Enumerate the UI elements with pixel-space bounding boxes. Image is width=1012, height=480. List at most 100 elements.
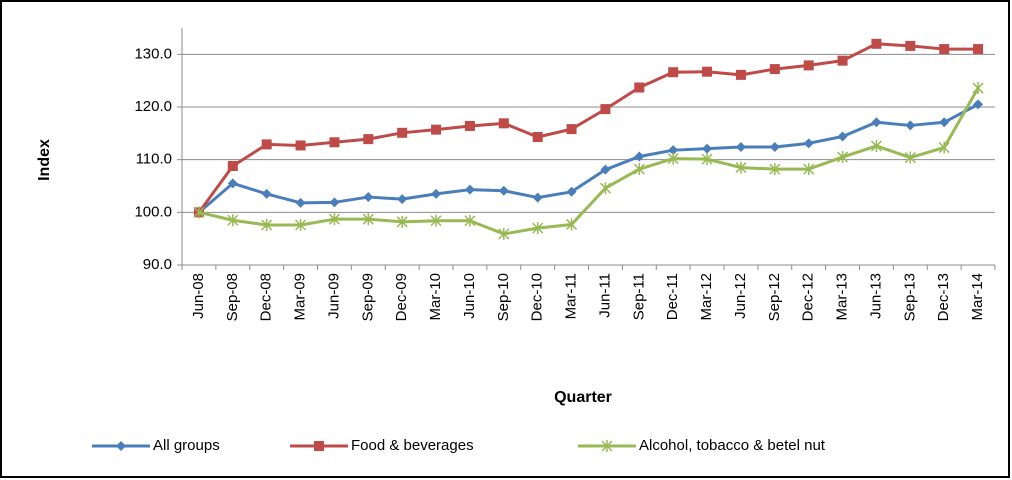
x-tick-label: Mar-11 <box>563 273 580 319</box>
marker <box>837 151 849 164</box>
x-tick-label: Dec-09 <box>393 273 410 321</box>
y-tick-label: 130.0 <box>134 45 172 62</box>
marker <box>871 38 882 49</box>
marker <box>363 134 374 145</box>
legend-label: All groups <box>153 437 220 454</box>
marker <box>634 82 645 93</box>
marker <box>566 124 577 135</box>
marker <box>464 120 475 131</box>
x-tick-label: Sep-13 <box>901 273 918 321</box>
marker <box>668 145 679 156</box>
marker <box>397 127 408 138</box>
x-tick-label: Jun-13 <box>867 273 884 319</box>
marker <box>803 138 814 149</box>
marker <box>261 188 272 199</box>
x-tick-label: Sep-12 <box>766 273 783 321</box>
marker <box>735 142 746 153</box>
marker <box>769 64 780 75</box>
x-axis-title: Quarter <box>554 389 612 406</box>
marker <box>871 117 882 128</box>
marker <box>701 153 713 166</box>
marker <box>600 164 611 175</box>
x-tick-label: Jun-08 <box>190 273 207 319</box>
marker <box>702 143 713 154</box>
marker <box>362 213 374 226</box>
marker <box>328 213 340 226</box>
marker <box>295 140 306 151</box>
marker <box>600 104 611 115</box>
x-tick-label: Jun-09 <box>325 273 342 319</box>
marker <box>769 163 781 176</box>
marker <box>667 152 679 165</box>
marker <box>397 194 408 205</box>
legend-label: Food & beverages <box>351 437 474 454</box>
marker <box>261 218 273 231</box>
marker <box>193 206 205 219</box>
x-tick-label: Sep-10 <box>495 273 512 321</box>
marker <box>905 40 916 51</box>
y-axis-title: Index <box>36 139 53 181</box>
marker <box>938 141 950 154</box>
x-tick-label: Dec-12 <box>800 273 817 321</box>
x-tick-label: Mar-14 <box>969 273 986 321</box>
marker <box>972 82 984 95</box>
x-tick-label: Mar-10 <box>427 273 444 321</box>
marker <box>329 137 340 148</box>
marker <box>532 222 544 235</box>
marker <box>702 66 713 77</box>
marker <box>363 192 374 203</box>
marker <box>601 440 613 452</box>
marker <box>735 161 747 174</box>
marker <box>314 441 324 451</box>
marker <box>837 131 848 142</box>
marker <box>973 99 984 110</box>
marker <box>227 214 239 227</box>
marker <box>295 218 307 231</box>
x-tick-label: Sep-08 <box>224 273 241 321</box>
series-line <box>197 103 979 214</box>
marker <box>295 197 306 208</box>
x-tick-label: Dec-13 <box>935 273 952 321</box>
legend-label: Alcohol, tobacco & betel nut <box>639 437 826 454</box>
x-tick-label: Sep-11 <box>630 273 647 320</box>
marker <box>566 186 577 197</box>
series-line <box>198 87 980 236</box>
x-tick-label: Jun-12 <box>732 273 749 319</box>
x-tick-label: Mar-13 <box>834 273 851 321</box>
x-tick-label: Jun-10 <box>461 273 478 319</box>
marker <box>431 188 442 199</box>
x-tick-label: Mar-12 <box>698 273 715 321</box>
marker <box>227 160 238 171</box>
marker <box>498 185 509 196</box>
marker <box>904 151 916 164</box>
marker <box>973 44 984 55</box>
marker <box>532 192 543 203</box>
marker <box>116 441 126 451</box>
marker <box>939 44 950 55</box>
marker <box>939 117 950 128</box>
marker <box>261 139 272 150</box>
marker <box>532 132 543 143</box>
x-tick-label: Dec-08 <box>258 273 275 321</box>
marker <box>464 184 475 195</box>
marker <box>735 69 746 80</box>
y-tick-label: 110.0 <box>136 151 172 168</box>
x-tick-label: Sep-09 <box>359 273 376 321</box>
marker <box>803 163 815 176</box>
marker <box>464 214 476 227</box>
marker <box>769 142 780 153</box>
marker <box>498 227 510 240</box>
x-tick-label: Mar-09 <box>292 273 309 321</box>
marker <box>803 60 814 71</box>
marker <box>870 139 882 152</box>
marker <box>396 215 408 228</box>
series-line <box>197 42 979 214</box>
marker <box>599 182 611 195</box>
marker <box>837 55 848 66</box>
y-tick-label: 90.0 <box>143 256 172 273</box>
x-tick-label: Dec-11 <box>664 273 681 320</box>
marker <box>430 214 442 227</box>
y-tick-label: 100.0 <box>134 203 172 220</box>
marker <box>498 118 509 129</box>
